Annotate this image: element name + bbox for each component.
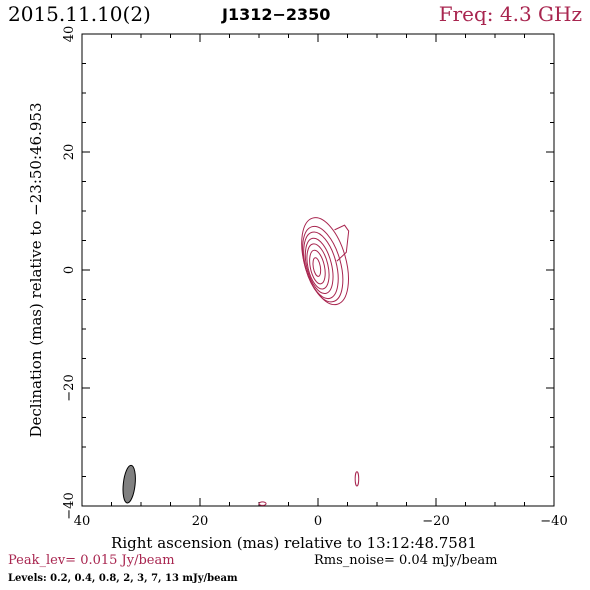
axis-ticks [81,33,555,507]
x-axis-label: Right ascension (mas) relative to 13:12:… [111,534,477,552]
y-tick-label: 20 [62,144,77,161]
observation-date: 2015.11.10(2) [8,2,151,26]
contour-levels: Levels: 0.2, 0.4, 0.8, 2, 3, 7, 13 mJy/b… [8,573,238,584]
y-tick-label: −20 [62,374,77,401]
peak-level: Peak_lev= 0.015 Jy/beam [8,553,175,568]
contour-13-mjy [312,257,322,277]
restoring-beam [122,464,136,504]
x-tick-label: −40 [540,514,567,529]
beam-ellipse [122,464,136,504]
contour-0-8-mjy [303,231,339,300]
y-tick-label: −40 [62,492,77,519]
rms-noise: Rms_noise= 0.04 mJy/beam [314,553,498,568]
contour-2-mjy [304,237,334,295]
minor-component-contour [354,471,360,487]
contour-7-mjy [309,249,326,285]
y-axis-label: Declination (mas) relative to −23:50:46.… [27,102,45,437]
minor-component-contour [258,501,267,506]
y-tick-label: 0 [62,266,77,274]
source-name: J1312−2350 [222,5,331,24]
x-tick-label: 0 [314,514,322,529]
frequency-label: Freq: 4.3 GHz [438,2,582,26]
jet-lobe-contour [334,224,350,262]
x-tick-label: 40 [74,514,91,529]
contour-lines [258,217,360,506]
y-tick-label: 40 [62,26,77,43]
contour-3-mjy [306,243,330,290]
x-tick-label: −20 [422,514,449,529]
plot-frame [81,33,555,507]
contour-0-2-mjy [301,217,349,306]
x-tick-label: 20 [192,514,209,529]
axis-tick-labels: 40 20 0 −20 −40 −40 −20 0 20 40 [62,26,568,529]
